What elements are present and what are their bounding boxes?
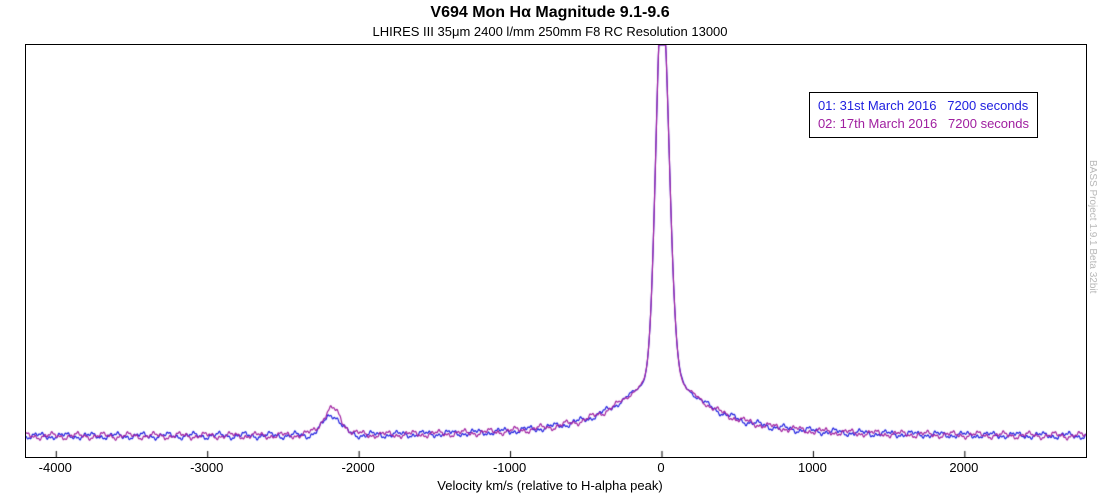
x-tick-labels: -4000 -3000 -2000 -1000 0 1000 2000	[25, 460, 1085, 480]
x-tick-label: -3000	[190, 460, 223, 475]
x-tick-label: -1000	[493, 460, 526, 475]
x-tick-label: 2000	[949, 460, 978, 475]
legend-box: 01: 31st March 2016 7200 seconds02: 17th…	[809, 92, 1038, 138]
x-tick-label: 0	[657, 460, 664, 475]
legend-entry: 02: 17th March 2016 7200 seconds	[818, 115, 1029, 133]
x-tick-label: -2000	[342, 460, 375, 475]
x-tick-label: 1000	[798, 460, 827, 475]
x-tick-label: -4000	[39, 460, 72, 475]
chart-subtitle: LHIRES III 35μm 2400 l/mm 250mm F8 RC Re…	[0, 24, 1100, 39]
legend-entry: 01: 31st March 2016 7200 seconds	[818, 97, 1029, 115]
watermark-text: BASS Project 1.9.1 Beta 32bit	[1087, 160, 1098, 293]
chart-title: V694 Mon Hα Magnitude 9.1-9.6	[0, 4, 1100, 22]
title-block: V694 Mon Hα Magnitude 9.1-9.6 LHIRES III…	[0, 0, 1100, 39]
x-axis-label: Velocity km/s (relative to H-alpha peak)	[0, 478, 1100, 493]
chart-container: { "chart": { "type": "line", "title_main…	[0, 0, 1100, 500]
